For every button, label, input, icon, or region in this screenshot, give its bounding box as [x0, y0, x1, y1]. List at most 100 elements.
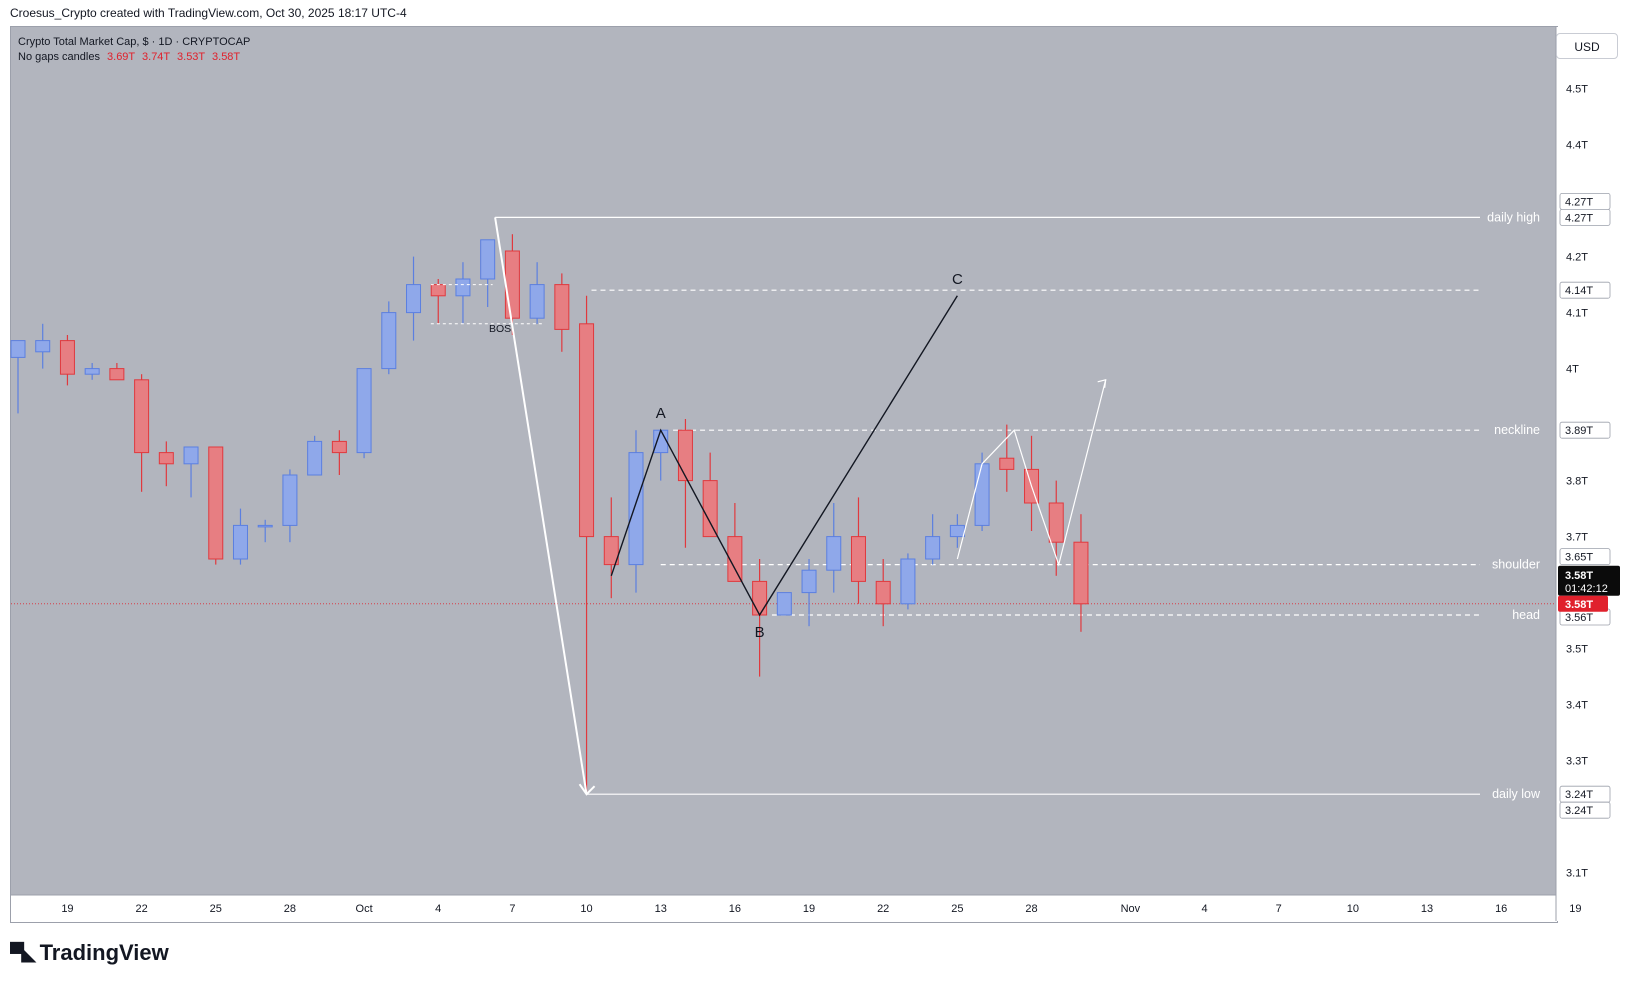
y-tick-label: 4T: [1566, 364, 1579, 376]
price-label: 4.27T: [1565, 196, 1593, 208]
countdown-label-box: [1558, 565, 1620, 596]
candle-body[interactable]: [801, 569, 817, 594]
x-tick-label: 19: [803, 903, 815, 915]
x-tick-label: 16: [729, 903, 741, 915]
y-tick-label: 4.4T: [1566, 140, 1588, 152]
candle-body[interactable]: [727, 536, 743, 582]
time-scale[interactable]: [11, 895, 1556, 921]
x-tick-label: 19: [61, 903, 73, 915]
candle-body[interactable]: [109, 368, 125, 381]
countdown-timer: 01:42:12: [1565, 583, 1608, 595]
candle-body[interactable]: [529, 284, 545, 319]
y-tick-label: 4.2T: [1566, 252, 1588, 264]
candle-body[interactable]: [579, 323, 595, 538]
price-label-box: [1559, 548, 1611, 565]
x-tick-label: 16: [1495, 903, 1507, 915]
x-tick-label: 4: [1201, 903, 1207, 915]
x-tick-label: 22: [135, 903, 147, 915]
level-label: head: [1512, 608, 1540, 622]
x-tick-label: 10: [580, 903, 592, 915]
candle-body[interactable]: [875, 580, 891, 605]
candle-body[interactable]: [653, 429, 669, 454]
countdown-price-label: 3.58T: [1565, 570, 1593, 582]
price-label: 3.65T: [1565, 552, 1593, 564]
ohlc-open: 3.69T: [107, 51, 135, 63]
candle-body[interactable]: [307, 440, 323, 476]
x-tick-label: Oct: [356, 903, 373, 915]
abc-wave-line[interactable]: [610, 295, 958, 617]
candle-body[interactable]: [974, 463, 990, 526]
candle-body[interactable]: [1048, 502, 1064, 543]
candle-body[interactable]: [776, 592, 792, 616]
price-scale[interactable]: [1556, 27, 1622, 921]
price-label: 4.14T: [1565, 285, 1593, 297]
candle-body[interactable]: [603, 536, 619, 566]
candle-body[interactable]: [406, 284, 422, 314]
candle-body[interactable]: [208, 446, 224, 560]
y-tick-label: 3.1T: [1566, 868, 1588, 880]
price-label-box: [1559, 208, 1611, 226]
hs-projection-line[interactable]: [956, 379, 1107, 567]
level-label: daily high: [1487, 210, 1540, 224]
ohlc-low: 3.53T: [177, 51, 205, 63]
x-tick-label: 10: [1347, 903, 1359, 915]
chart-legend: Crypto Total Market Cap, $ · 1D · CRYPTO…: [18, 35, 250, 65]
price-label: 3.24T: [1565, 789, 1593, 801]
candle-body[interactable]: [949, 524, 965, 538]
candle-body[interactable]: [850, 536, 866, 582]
tradingview-mark-icon: ▀◣: [10, 942, 37, 965]
wave-label-b: B: [755, 624, 765, 641]
attribution-text: Croesus_Crypto created with TradingView.…: [10, 6, 407, 20]
candle-body[interactable]: [677, 429, 693, 482]
candle-body[interactable]: [331, 440, 347, 454]
candle-body[interactable]: [702, 480, 718, 538]
price-label: 3.89T: [1565, 425, 1593, 437]
wave-label-a: A: [656, 405, 666, 422]
candle-body[interactable]: [504, 250, 520, 319]
level-label: daily low: [1492, 787, 1541, 801]
candle-body[interactable]: [1073, 541, 1089, 605]
candle-body[interactable]: [282, 474, 298, 526]
candle-body[interactable]: [900, 558, 916, 605]
candle-body[interactable]: [554, 284, 570, 330]
x-tick-label: 13: [655, 903, 667, 915]
ohlc-high: 3.74T: [142, 51, 170, 63]
candle-body[interactable]: [752, 580, 768, 616]
candle-body[interactable]: [232, 524, 248, 560]
x-tick-label: 25: [951, 903, 963, 915]
impulse-arrow-head: [578, 783, 596, 796]
symbol-title[interactable]: Crypto Total Market Cap, $ · 1D · CRYPTO…: [18, 36, 251, 48]
brand-name: TradingView: [39, 940, 169, 965]
hs-arrow-head: [1097, 379, 1107, 388]
x-tick-label: 19: [1569, 903, 1581, 915]
price-label: 4.27T: [1565, 212, 1593, 224]
candle-body[interactable]: [480, 239, 496, 280]
candle-body[interactable]: [35, 340, 51, 353]
candle-body[interactable]: [10, 340, 26, 358]
tradingview-logo[interactable]: ▀◣ TradingView: [10, 940, 169, 966]
currency-button[interactable]: USD: [1556, 33, 1618, 59]
x-tick-label: 13: [1421, 903, 1433, 915]
candle-body[interactable]: [257, 524, 273, 528]
x-tick-label: 22: [877, 903, 889, 915]
candle-body[interactable]: [84, 368, 100, 375]
candle-body[interactable]: [430, 284, 446, 297]
candle-body[interactable]: [826, 536, 842, 571]
ohlc-close: 3.58T: [212, 51, 241, 63]
candle-body[interactable]: [183, 446, 199, 465]
x-tick-label: 25: [210, 903, 222, 915]
candle-body[interactable]: [134, 379, 150, 454]
candle-body[interactable]: [356, 368, 372, 454]
candle-body[interactable]: [628, 452, 644, 566]
candle-body[interactable]: [925, 536, 941, 560]
candle-body[interactable]: [455, 278, 471, 297]
candle-body[interactable]: [999, 457, 1015, 470]
level-label: shoulder: [1492, 558, 1540, 572]
candle-body[interactable]: [381, 312, 397, 370]
impulse-arrow-line[interactable]: [494, 217, 588, 795]
y-tick-label: 4.5T: [1566, 84, 1588, 96]
candle-body[interactable]: [59, 340, 75, 375]
plot-background[interactable]: [11, 27, 1556, 895]
candle-body[interactable]: [158, 452, 174, 465]
